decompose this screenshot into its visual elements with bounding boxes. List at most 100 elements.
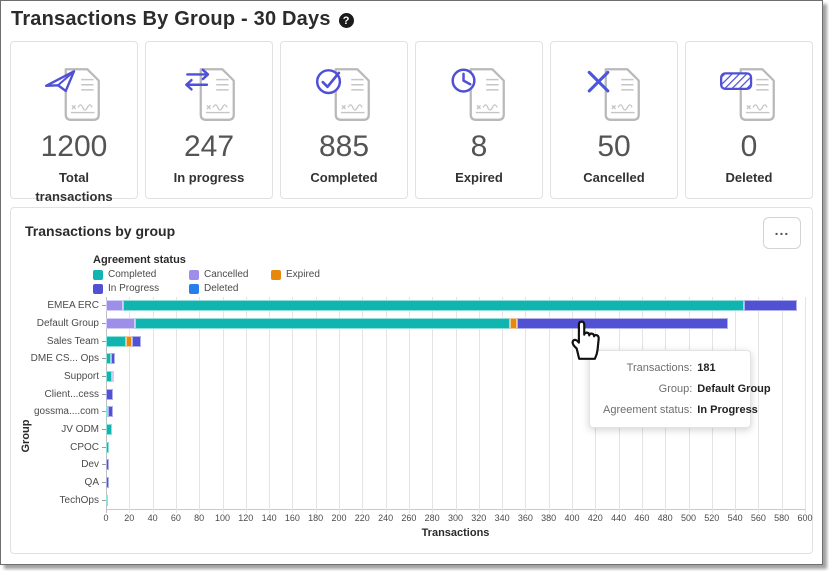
y-label-row: CPOC — [13, 438, 106, 456]
bar-segment-in-progress[interactable] — [131, 335, 141, 347]
x-tick-label: 80 — [194, 513, 205, 523]
transactions-by-group-panel: Transactions by group ... Agreement stat… — [10, 207, 813, 554]
y-tick — [102, 323, 106, 324]
y-tick — [102, 429, 106, 431]
legend-item[interactable]: Expired — [271, 269, 347, 280]
stacked-bar-emea-erc[interactable] — [106, 300, 805, 312]
bar-segment-in-progress[interactable] — [106, 477, 110, 489]
bar-segment-completed[interactable] — [135, 318, 511, 329]
gridline — [408, 297, 410, 513]
bar-row — [106, 491, 805, 509]
group-label: gossma....com — [33, 406, 99, 418]
legend-item[interactable]: In Progress — [93, 283, 189, 294]
bar-segment-completed[interactable] — [106, 441, 110, 453]
y-tick — [102, 446, 106, 448]
completed-document-icon — [281, 60, 407, 126]
stat-value: 8 — [470, 130, 488, 163]
cancelled-document-icon — [551, 60, 677, 126]
stat-value: 247 — [183, 130, 235, 163]
stacked-bar-techops[interactable] — [106, 494, 805, 506]
bar-segment-cancelled[interactable] — [111, 371, 114, 383]
stacked-bar-cpoc[interactable] — [106, 441, 805, 453]
bar-segment-cancelled[interactable] — [106, 318, 136, 329]
stacked-bar-gossma-com[interactable] — [106, 406, 805, 418]
stat-card-cancelled[interactable]: 50 Cancelled — [550, 41, 678, 199]
bar-segment-completed[interactable] — [106, 371, 112, 383]
chart-tooltip: Transactions: 181 Group: Default Group A… — [589, 350, 771, 428]
x-axis-ticks: 0 20 40 60 80 100 120 140 160 180 200 220 240 260 280 3… — [103, 509, 812, 523]
help-icon[interactable]: ? — [338, 13, 354, 28]
legend-item[interactable]: Cancelled — [189, 269, 271, 280]
stat-card-total-transactions[interactable]: 1200 Total transactions — [10, 41, 138, 204]
bar-segment-in-progress[interactable] — [744, 300, 797, 312]
legend-label: Expired — [286, 269, 320, 280]
bar-row — [106, 385, 805, 403]
gridline — [222, 297, 224, 513]
group-label: DME CS... Ops — [30, 353, 99, 365]
bar-segment-expired[interactable] — [125, 335, 132, 347]
deleted-document-icon — [686, 60, 812, 126]
y-tick — [102, 393, 106, 395]
bar-segment-completed[interactable] — [106, 494, 108, 506]
stat-label: Cancelled — [583, 170, 645, 185]
bar-row — [106, 403, 805, 421]
x-tick-label: 440 — [611, 513, 627, 523]
x-tick-label: 420 — [587, 513, 603, 523]
stacked-bar-dev[interactable] — [106, 459, 805, 471]
x-tick-label: 400 — [564, 513, 580, 523]
tooltip-label: Agreement status: — [603, 404, 693, 416]
legend-title: Agreement status — [93, 254, 186, 266]
x-tick-label: 120 — [238, 513, 254, 523]
legend-item[interactable]: Deleted — [189, 283, 271, 294]
more-options-button[interactable]: ... — [763, 217, 801, 249]
y-label-row: QA — [13, 474, 106, 492]
bar-segment-completed[interactable] — [106, 406, 108, 418]
x-tick-label: 240 — [378, 513, 394, 523]
stacked-bar-dme-cs-ops[interactable] — [106, 353, 805, 365]
bar-segment-in-progress[interactable] — [110, 353, 116, 365]
x-tick-label: 320 — [471, 513, 487, 523]
stat-card-deleted[interactable]: 0 Deleted — [685, 41, 813, 199]
stacked-bar-jv-odm[interactable] — [106, 424, 805, 436]
stat-card-in-progress[interactable]: 247 In progress — [145, 41, 273, 199]
group-label: CPOC — [70, 441, 99, 453]
y-label-row: Client...cess — [13, 385, 106, 403]
bar-row — [106, 368, 805, 386]
y-tick — [102, 499, 106, 501]
x-tick-label: 0 — [103, 513, 109, 523]
bar-segment-in-progress[interactable] — [106, 459, 110, 471]
stacked-bar-client-cess[interactable] — [106, 388, 805, 400]
stat-card-expired[interactable]: 8 Expired — [415, 41, 543, 199]
stacked-bar-sales-team[interactable] — [106, 335, 805, 347]
stacked-bar-qa[interactable] — [106, 477, 805, 489]
stat-card-completed[interactable]: 885 Completed — [280, 41, 408, 199]
bar-segment-completed[interactable] — [106, 424, 112, 436]
bar-segment-completed[interactable] — [106, 353, 111, 365]
gridline — [781, 297, 783, 513]
stacked-bar-default-group[interactable] — [106, 318, 805, 329]
y-tick — [102, 464, 106, 466]
stat-label: Deleted — [725, 170, 773, 185]
y-tick — [102, 411, 106, 413]
y-label-row: Default Group — [13, 315, 106, 333]
legend-item[interactable]: Completed — [93, 269, 189, 280]
x-tick-label: 200 — [331, 513, 347, 523]
gridline — [292, 297, 294, 513]
bar-segment-in-progress[interactable] — [108, 406, 113, 418]
y-axis-labels: EMEA ERC Default Group Sales Team DME CS...… — [13, 297, 106, 509]
bar-segment-in-progress[interactable] — [517, 318, 729, 329]
bar-segment-cancelled[interactable] — [106, 300, 124, 312]
bar-segment-completed[interactable] — [123, 300, 745, 312]
gridline — [805, 297, 806, 513]
stacked-bar-support[interactable] — [106, 371, 805, 383]
bar-segment-in-progress[interactable] — [106, 388, 113, 400]
y-tick — [102, 358, 106, 360]
bar-row — [106, 474, 805, 492]
tooltip-value: Default Group — [697, 383, 771, 395]
bar-segment-expired[interactable] — [510, 318, 518, 329]
bar-segment-completed[interactable] — [106, 335, 126, 347]
tooltip-label: Transactions: — [626, 362, 693, 374]
legend-swatch — [189, 269, 199, 280]
x-tick-label: 280 — [424, 513, 440, 523]
page-title: Transactions By Group - 30 Days — [11, 8, 331, 30]
